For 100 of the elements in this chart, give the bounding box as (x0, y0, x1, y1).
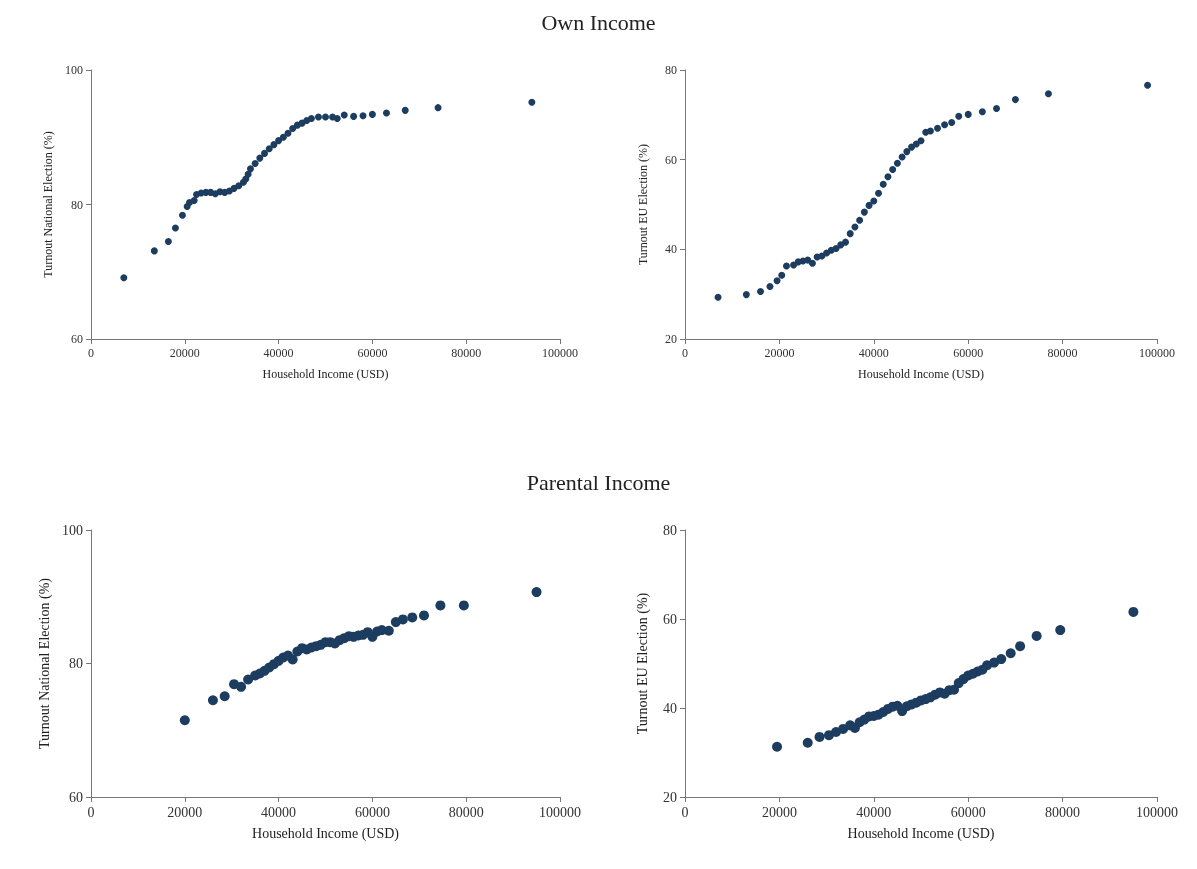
point (778, 271, 786, 279)
point (782, 262, 790, 270)
y-axis-title: Turnout National Election (%) (36, 577, 53, 749)
point (926, 127, 934, 135)
point (1011, 96, 1019, 104)
point (879, 180, 887, 188)
point (1044, 90, 1052, 98)
point (1128, 606, 1139, 617)
point (120, 274, 128, 282)
point (265, 145, 273, 153)
point (993, 105, 1001, 113)
x-tick-label: 100000 (542, 346, 578, 360)
point (893, 159, 901, 167)
point (246, 165, 254, 173)
point (531, 587, 542, 598)
x-axis-title: Household Income (USD) (847, 826, 995, 843)
point (261, 149, 269, 157)
chart-title: Own Income (540, 10, 657, 36)
point (870, 197, 878, 205)
point (996, 654, 1007, 665)
point (814, 731, 825, 742)
point (407, 612, 418, 623)
point (322, 113, 329, 121)
point (903, 148, 911, 156)
point (955, 112, 963, 120)
y-tick-label: 20 (665, 332, 677, 346)
point (978, 108, 986, 116)
x-tick-label: 40000 (858, 346, 889, 360)
point (1005, 648, 1016, 659)
point (307, 114, 315, 122)
point (435, 600, 446, 611)
point (1015, 641, 1026, 652)
point (434, 104, 442, 112)
point (171, 224, 179, 232)
x-tick-label: 20000 (169, 346, 200, 360)
point (401, 106, 409, 114)
y-tick-label: 80 (665, 63, 677, 77)
point (333, 114, 341, 122)
point (766, 283, 774, 291)
y-tick-label: 100 (65, 63, 83, 77)
y-tick-label: 80 (71, 197, 83, 212)
point (941, 121, 949, 129)
y-tick-label: 60 (663, 611, 677, 627)
point (397, 614, 408, 625)
point (235, 182, 243, 190)
y-tick-label: 60 (71, 332, 83, 346)
point (458, 600, 469, 611)
point (528, 98, 536, 106)
point (808, 259, 816, 267)
point (275, 137, 283, 145)
y-tick-label: 80 (69, 656, 83, 671)
x-tick-label: 60000 (354, 804, 390, 820)
y-axis-title: Turnout EU Election (%) (636, 143, 650, 266)
point (865, 201, 873, 209)
x-tick-label: 20000 (167, 804, 203, 820)
point (1031, 630, 1042, 641)
point (889, 166, 897, 174)
x-tick-label: 80000 (1045, 804, 1081, 820)
point (270, 141, 278, 149)
point (219, 691, 230, 702)
point (287, 654, 298, 665)
point (841, 238, 849, 246)
point (279, 133, 287, 141)
point (714, 293, 722, 301)
point (368, 110, 376, 118)
x-tick-label: 60000 (953, 346, 984, 360)
point (742, 291, 750, 299)
point (1055, 625, 1066, 636)
point (256, 154, 264, 162)
point (908, 143, 916, 151)
y-tick-label: 100 (62, 522, 83, 538)
point (178, 211, 186, 219)
point (773, 277, 781, 285)
point (350, 112, 358, 120)
point (875, 189, 883, 197)
point (860, 208, 868, 216)
x-axis-title: Household Income (USD) (252, 826, 400, 843)
x-tick-label: 100000 (1136, 804, 1178, 820)
x-tick-label: 100000 (539, 804, 581, 820)
point (340, 111, 348, 119)
y-tick-label: 60 (665, 152, 677, 167)
point (150, 247, 158, 255)
x-tick-label: 80000 (448, 804, 484, 820)
point (884, 173, 892, 181)
point (772, 741, 783, 752)
x-axis-title: Household Income (USD) (262, 366, 389, 381)
point (846, 230, 854, 238)
point (251, 159, 259, 167)
x-tick-label: 60000 (950, 804, 986, 820)
y-tick-label: 60 (69, 789, 83, 805)
y-tick-label: 40 (663, 700, 677, 716)
x-tick-label: 20000 (764, 346, 795, 360)
x-tick-label: 80000 (451, 346, 482, 360)
point (948, 118, 956, 126)
chart-title: Parental Income (525, 470, 672, 496)
point (289, 125, 297, 133)
y-tick-label: 20 (663, 789, 677, 805)
point (964, 110, 972, 118)
y-axis-title: Turnout National Election (%) (41, 131, 56, 278)
point (207, 695, 218, 706)
